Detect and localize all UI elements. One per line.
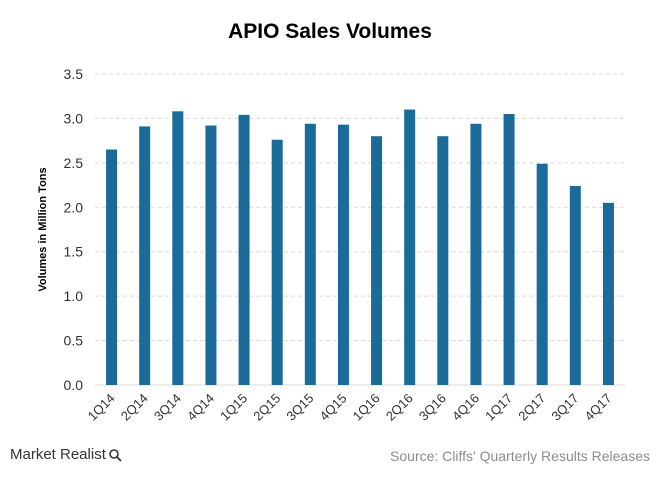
bar bbox=[238, 114, 250, 386]
y-axis-label: Volumes in Million Tons bbox=[37, 167, 49, 291]
bar bbox=[304, 123, 316, 385]
x-tick-label: 1Q15 bbox=[217, 391, 250, 424]
brand-name: Market Realist bbox=[10, 446, 106, 463]
x-tick-label: 3Q17 bbox=[548, 391, 581, 424]
x-tick-label: 2Q15 bbox=[250, 391, 283, 424]
x-tick-label: 3Q15 bbox=[283, 391, 316, 424]
y-tick-label: 2.5 bbox=[64, 155, 84, 171]
chart-title: APIO Sales Volumes bbox=[228, 20, 432, 43]
bar bbox=[271, 139, 283, 385]
y-tick-label: 2.0 bbox=[64, 199, 84, 215]
bar bbox=[172, 111, 184, 385]
x-tick-label: 2Q17 bbox=[515, 391, 548, 424]
source-note: Source: Cliffs' Quarterly Results Releas… bbox=[390, 448, 650, 464]
x-tick-label: 2Q16 bbox=[383, 391, 416, 424]
y-tick-label: 3.0 bbox=[64, 110, 84, 126]
x-tick-label: 1Q16 bbox=[350, 391, 383, 424]
bar bbox=[470, 123, 482, 385]
x-tick-label: 4Q17 bbox=[581, 391, 614, 424]
x-tick-label: 4Q16 bbox=[449, 391, 482, 424]
x-tick-label: 3Q16 bbox=[416, 391, 449, 424]
x-tick-label: 1Q14 bbox=[85, 391, 118, 424]
bar bbox=[536, 163, 548, 385]
magnifier-icon bbox=[109, 448, 122, 462]
bar bbox=[205, 125, 217, 385]
bar bbox=[569, 185, 581, 385]
y-tick-label: 1.0 bbox=[64, 288, 84, 304]
x-tick-label: 1Q17 bbox=[482, 391, 515, 424]
x-tick-label: 4Q14 bbox=[184, 391, 217, 424]
bar bbox=[404, 109, 416, 386]
y-tick-label: 3.5 bbox=[64, 66, 84, 82]
y-tick-label: 0.5 bbox=[64, 333, 84, 349]
bar bbox=[139, 126, 151, 385]
bar bbox=[602, 202, 614, 385]
x-tick-label: 3Q14 bbox=[151, 391, 184, 424]
bar bbox=[503, 113, 515, 385]
bar bbox=[106, 149, 118, 385]
y-tick-label: 0.0 bbox=[64, 377, 84, 393]
brand-logo: Market Realist bbox=[10, 446, 122, 463]
x-tick-label: 2Q14 bbox=[118, 391, 151, 424]
bar bbox=[437, 136, 449, 385]
bar bbox=[371, 136, 383, 385]
y-tick-label: 1.5 bbox=[64, 244, 84, 260]
bar bbox=[337, 124, 349, 386]
x-tick-label: 4Q15 bbox=[316, 391, 349, 424]
